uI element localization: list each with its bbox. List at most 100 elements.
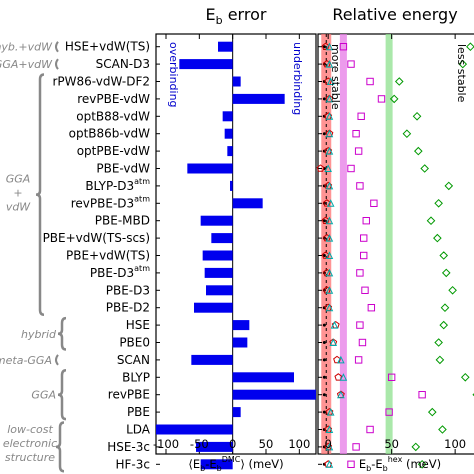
point-square <box>366 77 374 86</box>
bar <box>230 180 233 191</box>
category-label: optPBE-vdW <box>77 144 150 158</box>
right-xtick-label: 50 <box>384 437 399 451</box>
point-dot <box>322 375 326 379</box>
point-diamond <box>420 164 429 173</box>
bar <box>179 59 233 70</box>
left-plot-frame <box>155 33 317 455</box>
point-triangle <box>326 407 335 416</box>
point-triangle <box>325 181 334 190</box>
point-square <box>339 43 348 51</box>
left-title-rest: error <box>223 5 267 24</box>
bar <box>232 337 248 348</box>
point-square <box>387 373 396 382</box>
point-square <box>361 286 369 295</box>
point-diamond <box>412 111 422 121</box>
bar <box>232 389 316 400</box>
category-label: SCAN-D3 <box>96 57 150 71</box>
bar <box>211 233 233 244</box>
category-label: PBE0 <box>119 336 150 350</box>
bar <box>200 459 233 470</box>
point-diamond <box>444 181 454 191</box>
category-label: BLYP-D3atm <box>85 177 150 193</box>
category-label: HSE <box>126 318 150 332</box>
point-square <box>354 147 363 155</box>
category-label: PBE-D3 <box>106 283 150 297</box>
point-triangle <box>325 129 334 138</box>
category-label: revPBE-vdW <box>77 92 150 106</box>
right-xlabel: Eb-Ebhex (meV) <box>359 455 441 473</box>
group-label: meta-GGA <box>0 354 52 367</box>
category-label: SCAN <box>117 353 150 367</box>
left-title-main: E <box>206 5 216 24</box>
point-square <box>362 217 370 225</box>
point-triangle <box>325 425 334 433</box>
point-dot <box>322 323 326 327</box>
bar <box>232 76 241 87</box>
category-label: PBE+vdW(TS) <box>66 249 150 263</box>
bar <box>232 198 263 209</box>
point-square <box>356 182 364 190</box>
bar <box>187 163 233 174</box>
left-xtick-label: 100 <box>288 437 310 451</box>
category-label: rPW86-vdW-DF2 <box>52 75 150 89</box>
point-triangle <box>325 112 334 120</box>
group-label: GGA <box>31 389 56 402</box>
left-xtick-label: 50 <box>259 437 274 451</box>
point-square <box>357 112 365 120</box>
right-plot-frame <box>317 33 474 455</box>
group-brace <box>55 58 59 70</box>
more-stable-annotation: more stable <box>329 44 342 110</box>
point-square <box>370 199 378 208</box>
group-label: structure <box>5 451 55 464</box>
point-triangle <box>325 233 334 242</box>
point-square <box>360 234 368 242</box>
point-diamond <box>402 129 412 139</box>
point-diamond <box>434 338 443 347</box>
point-dot <box>322 45 326 49</box>
group-brace <box>55 354 59 366</box>
point-triangle <box>330 320 339 329</box>
group-label: low-cost <box>7 423 53 436</box>
point-triangle <box>326 199 335 207</box>
bar <box>232 320 250 331</box>
point-diamond <box>417 459 427 469</box>
category-label: PBE+vdW(TS-scs) <box>43 231 150 245</box>
left-title: Eb error <box>206 5 267 27</box>
point-dot <box>322 132 326 136</box>
bar <box>196 441 233 452</box>
point-diamond <box>433 233 442 243</box>
point-diamond <box>414 146 423 156</box>
point-dot <box>322 97 326 101</box>
point-triangle <box>325 216 334 225</box>
category-label: PBE <box>127 405 150 419</box>
point-dot <box>322 341 326 344</box>
point-square <box>377 95 386 103</box>
point-diamond <box>426 216 436 226</box>
point-diamond <box>458 59 468 69</box>
point-square <box>352 130 360 138</box>
point-pentagon <box>334 373 343 381</box>
bar <box>191 354 233 365</box>
group-brace <box>57 369 67 421</box>
point-triangle <box>325 146 334 155</box>
group-label: GGA <box>6 173 31 186</box>
point-diamond <box>439 320 449 330</box>
bar <box>227 146 233 157</box>
bar <box>156 424 233 435</box>
point-diamond <box>440 303 450 313</box>
point-triangle <box>326 77 335 85</box>
point-square <box>352 443 360 451</box>
point-square <box>347 60 355 68</box>
point-square <box>418 391 426 399</box>
left-xtick-label: -50 <box>190 437 209 451</box>
bar <box>206 285 233 296</box>
category-label: PBE-vdW <box>96 162 150 176</box>
point-dot <box>322 393 326 397</box>
bar <box>224 128 233 139</box>
group-label: + <box>13 187 22 200</box>
overbinding-annotation: overbinding <box>167 42 180 108</box>
group-label: electronic <box>3 437 57 450</box>
less-stable-annotation: less stable <box>455 44 468 103</box>
point-diamond <box>441 268 451 278</box>
point-dot <box>322 410 326 414</box>
